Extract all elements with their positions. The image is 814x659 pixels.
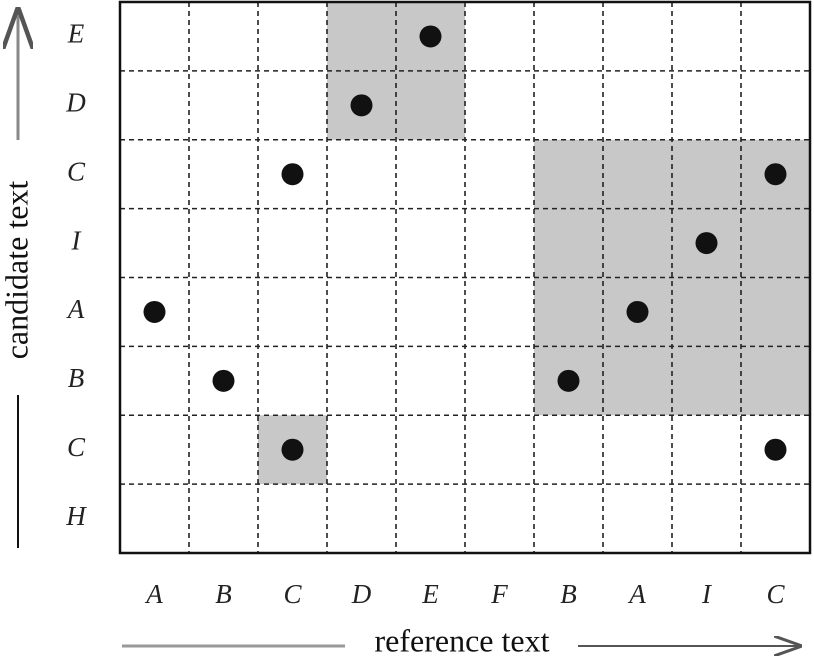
matches [143, 25, 787, 461]
candidate-token: H [65, 501, 87, 531]
grid [120, 2, 810, 553]
match-dot [626, 300, 649, 323]
reference-token: I [701, 579, 713, 609]
match-dot [764, 163, 787, 186]
match-dot [212, 369, 235, 392]
match-dot [419, 25, 442, 48]
candidate-token: A [66, 294, 85, 324]
reference-token: C [283, 579, 302, 609]
match-dot [281, 438, 304, 461]
candidate-token: E [67, 19, 85, 49]
x-axis-label: reference text [375, 622, 550, 658]
match-dot [281, 163, 304, 186]
candidate-token: B [68, 363, 85, 393]
candidate-token: C [67, 156, 86, 186]
candidate-token: C [67, 432, 86, 462]
frame [118, 0, 812, 555]
match-dot [143, 300, 166, 323]
reference-token: C [766, 579, 785, 609]
reference-token: A [144, 579, 163, 609]
y-axis-label: candidate text [0, 181, 34, 360]
reference-token: B [215, 579, 232, 609]
reference-token: E [421, 579, 439, 609]
candidate-token: D [65, 88, 86, 118]
reference-token: D [351, 579, 372, 609]
token-labels: A B C D E F B A I C E D C I A B C H [65, 19, 785, 610]
candidate-token: I [71, 225, 83, 255]
reference-token: A [627, 579, 646, 609]
match-dot [350, 94, 373, 117]
match-dot [764, 438, 787, 461]
reference-token: F [490, 579, 508, 609]
match-dot [557, 369, 580, 392]
match-dot [695, 232, 718, 255]
reference-token: B [560, 579, 577, 609]
